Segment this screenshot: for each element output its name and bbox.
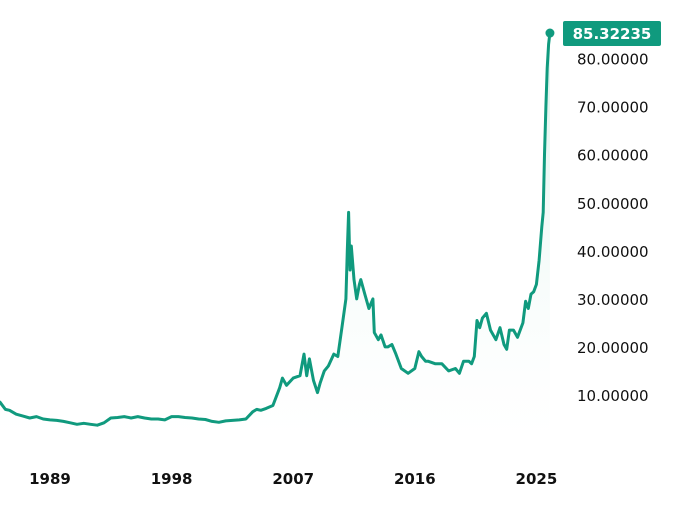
x-tick-label: 2007 [272, 470, 314, 488]
y-tick-label: 50.00000 [577, 195, 649, 213]
last-value-badge-bg [563, 21, 661, 47]
series-area-fill [0, 33, 550, 443]
y-tick-label: 60.00000 [577, 147, 649, 165]
y-tick-label: 20.00000 [577, 339, 649, 357]
series-line [0, 31, 552, 427]
y-axis: 10.00000 20.00000 30.00000 40.00000 50.00000… [577, 51, 649, 405]
last-value-point [545, 28, 555, 38]
x-tick-label: 2016 [394, 470, 436, 488]
y-tick-label: 10.00000 [577, 387, 649, 405]
x-tick-label: 2025 [516, 470, 558, 488]
x-tick-label: 1989 [29, 470, 71, 488]
last-value-label: 85.32235 [573, 25, 652, 43]
y-tick-label: 40.00000 [577, 243, 649, 261]
y-tick-label: 30.00000 [577, 291, 649, 309]
last-value-badge: 85.32235 [563, 21, 661, 47]
x-tick-label: 1998 [151, 470, 193, 488]
y-tick-label: 70.00000 [577, 99, 649, 117]
y-tick-label: 80.00000 [577, 51, 649, 69]
x-axis: 1989 1998 2007 2016 2025 [29, 470, 557, 488]
